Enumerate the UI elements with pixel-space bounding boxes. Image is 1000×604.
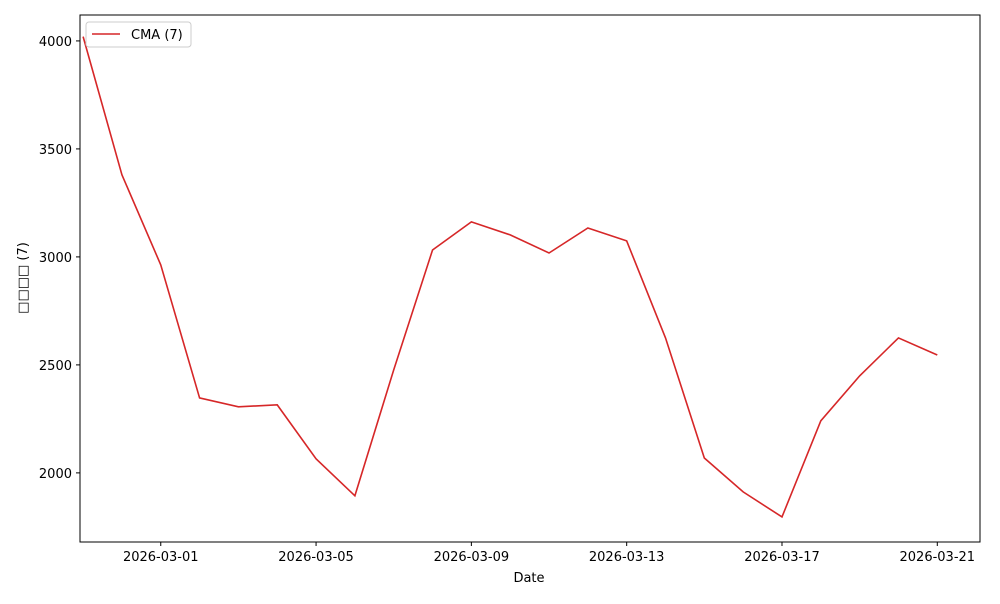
series-line-cma-7 (82, 36, 938, 519)
y-tick-label: 2500 (39, 359, 72, 374)
y-axis-label: □□□□ (7) (16, 242, 31, 314)
y-tick-label: 4000 (39, 35, 72, 50)
plot-area (79, 14, 981, 543)
x-tick-label: 2026-03-05 (278, 550, 354, 565)
y-tick-label: 3000 (39, 251, 72, 266)
y-tick-label: 2000 (39, 467, 72, 482)
legend-label: CMA (7) (131, 28, 183, 43)
x-tick-label: 2026-03-21 (900, 550, 976, 565)
x-tick-label: 2026-03-09 (434, 550, 510, 565)
x-tick-label: 2026-03-01 (123, 550, 199, 565)
y-tick-label: 3500 (39, 143, 72, 158)
legend-box (85, 21, 192, 48)
x-tick-label: 2026-03-17 (744, 550, 820, 565)
legend: CMA (7) (85, 21, 192, 48)
x-axis-label: Date (513, 571, 544, 586)
x-tick-label: 2026-03-13 (589, 550, 665, 565)
